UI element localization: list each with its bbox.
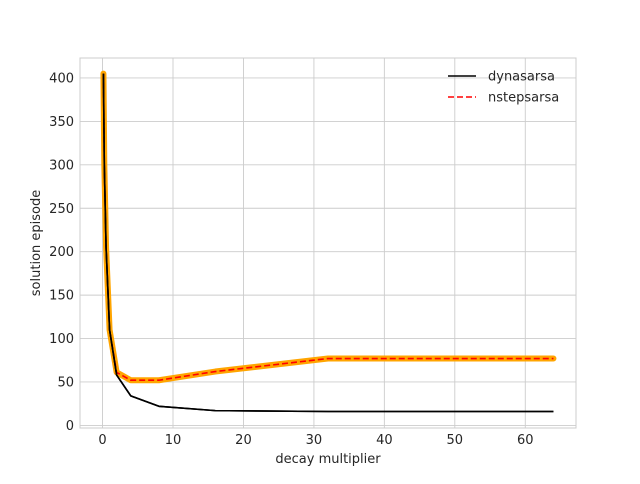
series-line-overlay (102, 73, 554, 413)
y-tick-label: 200 (49, 245, 74, 260)
plot-frame (79, 57, 577, 429)
tick-labels: 0 10 20 30 40 50 60 0 50 100 150 200 250 300 350 400 (49, 71, 533, 448)
y-tick-label: 350 (49, 115, 74, 130)
legend-label: dynasarsa (488, 70, 555, 85)
axes-border (79, 57, 577, 429)
series-line-nstepsarsa (102, 73, 554, 382)
y-tick-label: 150 (49, 289, 74, 304)
x-tick-label: 40 (376, 433, 393, 448)
x-tick-label: 0 (98, 433, 106, 448)
series-lines (100, 70, 557, 413)
y-axis-label: solution episode (29, 190, 44, 296)
y-tick-label: 50 (57, 375, 74, 390)
x-axis-label: decay multiplier (275, 452, 381, 467)
y-tick-label: 250 (49, 202, 74, 217)
legend: dynasarsa nstepsarsa (448, 70, 559, 106)
plot-background (80, 58, 576, 428)
x-tick-label: 30 (306, 433, 323, 448)
legend-label: nstepsarsa (488, 91, 559, 106)
y-tick-label: 0 (66, 419, 74, 434)
x-tick-label: 60 (517, 433, 534, 448)
y-tick-label: 300 (49, 158, 74, 173)
x-tick-label: 10 (165, 433, 182, 448)
x-tick-label: 50 (447, 433, 464, 448)
x-tick-label: 20 (235, 433, 252, 448)
y-tick-label: 100 (49, 332, 74, 347)
y-tick-label: 400 (49, 71, 74, 86)
grid-lines (80, 58, 576, 428)
